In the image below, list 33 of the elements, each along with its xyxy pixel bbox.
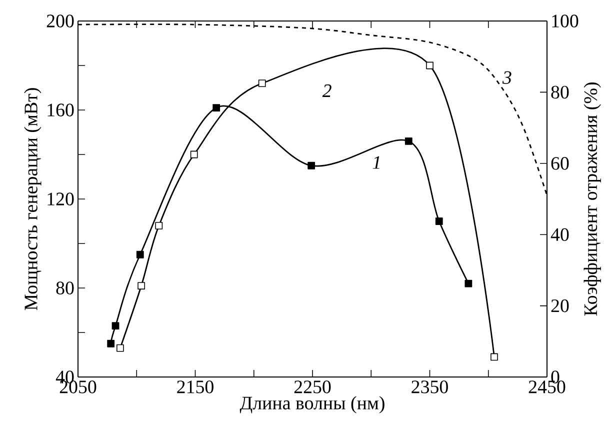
y-axis-title: Мощность генерации (мВт) bbox=[24, 88, 42, 310]
series-label: 2 bbox=[322, 84, 332, 97]
point bbox=[490, 353, 498, 361]
x-tick-label: 2350 bbox=[412, 380, 448, 394]
y-tick-label: 120 bbox=[48, 192, 74, 206]
x-tick-label: 2250 bbox=[294, 380, 331, 394]
point bbox=[136, 250, 144, 258]
y2-axis-title: Коэффициент отражения (%) bbox=[584, 82, 601, 316]
y2-tick-label: 80 bbox=[551, 86, 569, 99]
point bbox=[404, 137, 412, 145]
point bbox=[190, 150, 198, 158]
point bbox=[308, 162, 316, 170]
y2-tick-label: 100 bbox=[552, 14, 578, 28]
point bbox=[116, 344, 124, 352]
point bbox=[155, 222, 163, 230]
point bbox=[435, 218, 443, 225]
series-label: 3 bbox=[502, 71, 512, 84]
point bbox=[464, 280, 472, 288]
y2-tick-label: 20 bbox=[551, 299, 569, 312]
point bbox=[212, 104, 220, 112]
y2-tick-label: 40 bbox=[550, 228, 569, 241]
y-tick-label: 80 bbox=[56, 282, 74, 294]
point bbox=[107, 340, 115, 348]
point bbox=[112, 322, 120, 330]
point bbox=[426, 62, 434, 70]
y2-tick-label: 60 bbox=[551, 157, 569, 170]
point bbox=[258, 80, 266, 87]
series-label: 1 bbox=[372, 156, 380, 169]
x-axis-title: Длина волны (нм) bbox=[240, 396, 384, 414]
point bbox=[138, 282, 146, 290]
y-tick-label: 200 bbox=[46, 14, 74, 28]
y-tick-label: 160 bbox=[48, 104, 74, 116]
x-tick-label: 2150 bbox=[177, 380, 214, 394]
